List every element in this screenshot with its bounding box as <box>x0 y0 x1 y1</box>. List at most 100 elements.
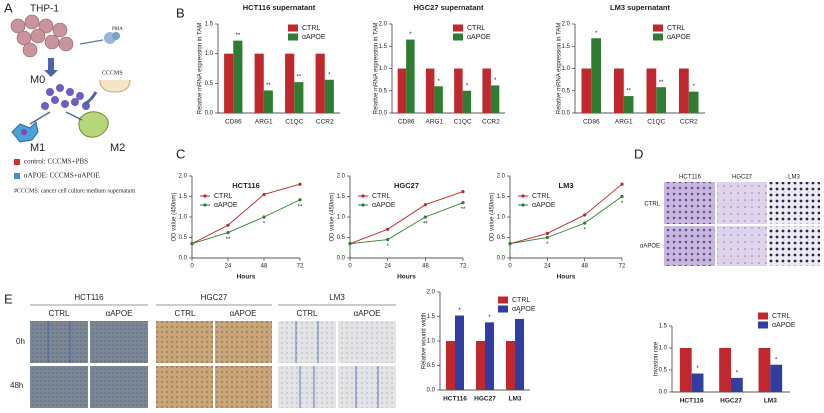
chart: 0.0 0.5 1.0 1.5 2.0 Relative wound width CTRL α… <box>422 290 536 403</box>
arrow <box>65 111 83 121</box>
significance: * <box>458 308 461 314</box>
condition-label: αAPOE <box>354 309 381 318</box>
line <box>509 183 623 245</box>
chart-title: HCT116 <box>232 181 260 190</box>
significance: ** <box>226 237 231 243</box>
legend-label: CTRL <box>372 193 390 200</box>
point <box>620 182 624 186</box>
legend-swatch <box>14 173 20 179</box>
significance: * <box>437 79 440 85</box>
row-label: 48h <box>10 381 23 390</box>
panel-letters: A B C D E <box>4 0 643 306</box>
arrow <box>44 58 58 77</box>
condition-label: αAPOE <box>106 309 133 318</box>
micrograph <box>90 321 148 363</box>
condition-label: CTRL <box>175 309 196 318</box>
y-tick-label: 0.5 <box>562 88 571 94</box>
significance: * <box>583 228 586 234</box>
m0-label: M0 <box>30 74 45 86</box>
panel-letter: B <box>176 5 185 20</box>
x-tick-label: 24 <box>384 264 391 270</box>
y-tick-label: 0.5 <box>497 235 506 241</box>
legend-label: αAPOE <box>667 34 691 41</box>
significance: * <box>466 83 469 89</box>
row-label: αAPOE <box>640 244 660 250</box>
y-axis-label: Relative mRNA expression in TAM <box>198 23 204 114</box>
legend-label: CTRL <box>512 297 530 304</box>
chart-title: LM3 supernatant <box>610 3 671 12</box>
bar <box>688 91 699 113</box>
arrow <box>29 111 51 125</box>
legend-label: αAPOE <box>532 202 556 209</box>
legend-label: αAPOE <box>512 306 536 313</box>
x-tick-label: HCT116 <box>443 396 467 403</box>
bar <box>485 322 494 390</box>
chart-title: HGC27 <box>394 181 419 190</box>
micrograph <box>338 321 396 363</box>
y-tick-label: 0.0 <box>427 388 436 394</box>
column-label: HGC27 <box>201 293 228 302</box>
bar <box>324 79 334 113</box>
chart: 0.0 0.5 1.0 1.5 Invasion rate CTRL αAPOE HCT116… <box>654 312 796 405</box>
y-tick-label: 1.5 <box>562 44 571 50</box>
row-label: 0h <box>16 337 25 346</box>
legend-swatch <box>653 33 663 41</box>
legend-label: CTRL <box>667 25 685 32</box>
panel-letter: C <box>176 146 185 161</box>
condition-label: CTRL <box>49 309 70 318</box>
x-tick-label: HGC27 <box>720 398 742 405</box>
legend-label: αAPOE <box>302 34 326 41</box>
significance: * <box>736 370 739 376</box>
significance: ** <box>296 75 301 81</box>
y-tick-label: 1.0 <box>497 215 506 221</box>
line <box>349 202 464 245</box>
legend-label: CTRL <box>467 25 485 32</box>
x-tick-label: LM3 <box>509 396 522 403</box>
column-label: HCT116 <box>74 293 104 302</box>
y-axis-label: OD value (450nm) <box>490 192 496 241</box>
point <box>583 213 587 217</box>
legend-text: control: CCCMS+PBS <box>24 158 88 166</box>
point <box>386 227 390 231</box>
legend-swatch <box>361 194 365 198</box>
bar <box>455 315 464 390</box>
y-tick-label: 0.5 <box>427 363 436 369</box>
x-tick-label: LM3 <box>764 398 777 405</box>
significance: * <box>263 222 266 228</box>
y-tick-label: 1.5 <box>659 324 668 330</box>
cell-line-label: THP-1 <box>30 4 59 15</box>
significance: * <box>494 78 497 84</box>
micrograph <box>338 366 396 408</box>
x-tick-label: CD86 <box>583 119 600 126</box>
point <box>298 182 302 186</box>
line <box>349 191 464 245</box>
bar <box>506 341 515 390</box>
x-tick-label: 0 <box>190 264 194 270</box>
bar <box>294 82 304 113</box>
bar <box>679 348 692 392</box>
panel-letter: D <box>634 146 643 161</box>
chart-title: HCT116 supernatant <box>243 3 316 12</box>
x-tick-label: CD86 <box>398 119 415 126</box>
y-tick-label: 1.5 <box>179 194 188 200</box>
legend-label: CTRL <box>772 313 790 320</box>
panel-d-images: HCT116 HGC27 LM3 CTRL αAPOE <box>640 175 820 266</box>
legend-swatch <box>203 194 207 198</box>
micrograph <box>30 321 88 363</box>
m0-cells <box>41 84 90 110</box>
point <box>348 242 352 246</box>
monocytes <box>10 14 74 58</box>
bar <box>254 53 264 113</box>
line <box>191 199 301 245</box>
legend-swatch <box>14 159 20 165</box>
y-tick-label: 1.5 <box>379 44 388 50</box>
bar <box>233 40 243 113</box>
y-tick-label: 2.0 <box>562 22 571 28</box>
bar <box>446 341 455 390</box>
legend-label: αAPOE <box>372 202 396 209</box>
y-tick-label: 0.0 <box>562 111 571 117</box>
wound-edges <box>47 321 379 408</box>
x-axis-label: Hours <box>237 274 256 281</box>
x-tick-label: C1QC <box>647 119 665 126</box>
chart: 0.0 0.5 1.0 1.5 HCT116 supernatant Relative m… <box>198 3 340 126</box>
